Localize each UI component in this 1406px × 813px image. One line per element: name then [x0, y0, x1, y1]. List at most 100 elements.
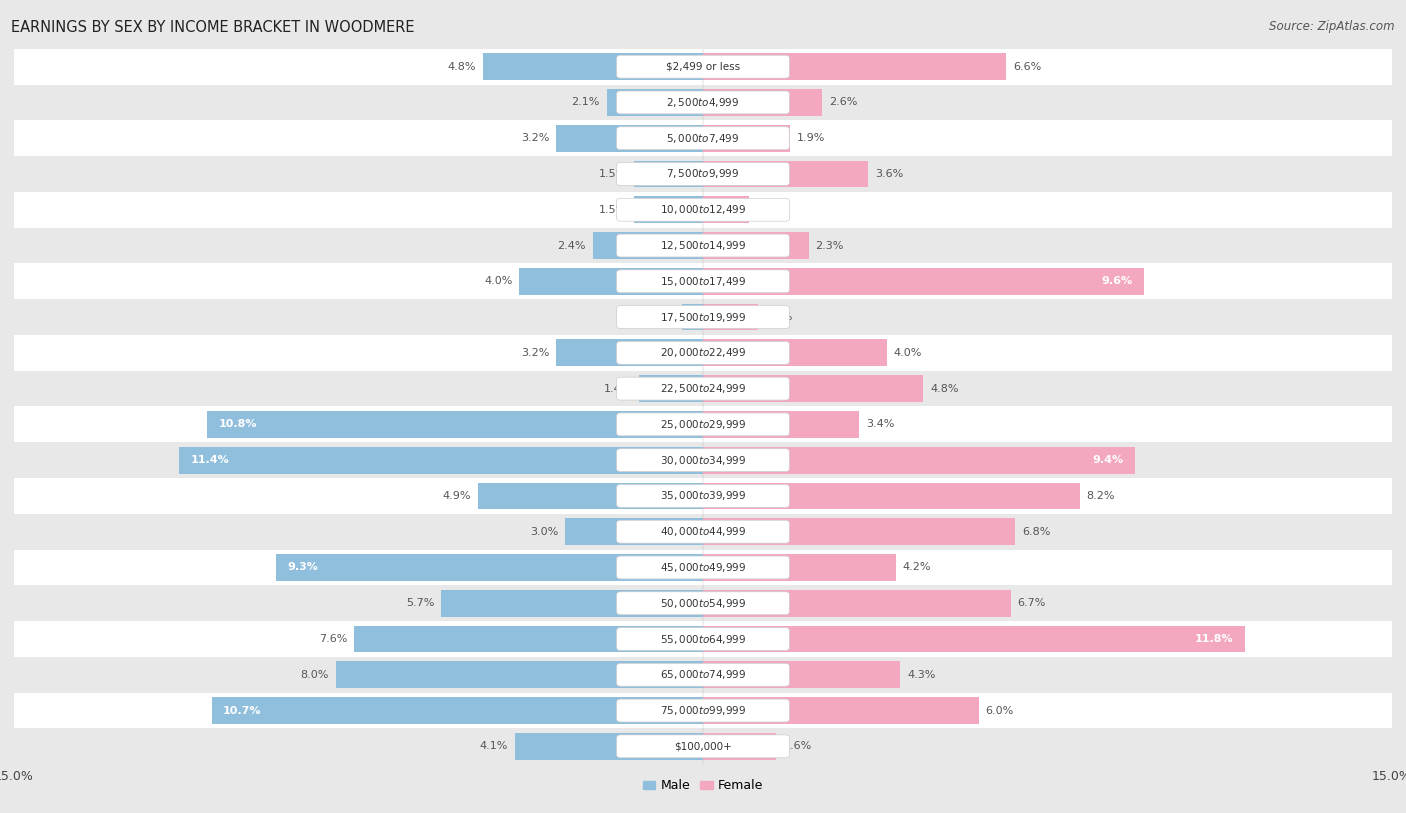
Text: $22,500 to $24,999: $22,500 to $24,999 [659, 382, 747, 395]
Text: $10,000 to $12,499: $10,000 to $12,499 [659, 203, 747, 216]
Bar [703, 125, 790, 152]
Bar [14, 406, 1392, 442]
Text: 6.8%: 6.8% [1022, 527, 1050, 537]
Text: 4.1%: 4.1% [479, 741, 508, 751]
Text: $55,000 to $64,999: $55,000 to $64,999 [659, 633, 747, 646]
FancyBboxPatch shape [617, 270, 789, 293]
Text: 4.0%: 4.0% [894, 348, 922, 358]
Bar [703, 161, 869, 188]
Bar [180, 447, 703, 473]
Bar [703, 447, 1135, 473]
Text: 2.4%: 2.4% [557, 241, 586, 250]
Bar [515, 733, 703, 759]
Bar [14, 621, 1392, 657]
FancyBboxPatch shape [617, 91, 789, 114]
FancyBboxPatch shape [617, 485, 789, 507]
Text: 3.4%: 3.4% [866, 420, 894, 429]
Text: $7,500 to $9,999: $7,500 to $9,999 [666, 167, 740, 180]
Bar [703, 340, 887, 366]
Text: 4.8%: 4.8% [931, 384, 959, 393]
Text: Source: ZipAtlas.com: Source: ZipAtlas.com [1270, 20, 1395, 33]
Text: 1.4%: 1.4% [603, 384, 631, 393]
Text: 1.0%: 1.0% [756, 205, 785, 215]
Bar [703, 376, 924, 402]
FancyBboxPatch shape [617, 520, 789, 543]
Text: $45,000 to $49,999: $45,000 to $49,999 [659, 561, 747, 574]
Text: 4.0%: 4.0% [484, 276, 512, 286]
Text: $50,000 to $54,999: $50,000 to $54,999 [659, 597, 747, 610]
Text: 9.6%: 9.6% [1101, 276, 1132, 286]
Text: 2.1%: 2.1% [571, 98, 599, 107]
Text: $5,000 to $7,499: $5,000 to $7,499 [666, 132, 740, 145]
Text: 3.6%: 3.6% [875, 169, 904, 179]
Bar [555, 125, 703, 152]
Text: $20,000 to $22,499: $20,000 to $22,499 [659, 346, 747, 359]
Bar [634, 161, 703, 188]
Text: 4.3%: 4.3% [907, 670, 936, 680]
Bar [703, 519, 1015, 546]
Bar [14, 120, 1392, 156]
Bar [482, 54, 703, 80]
Bar [703, 590, 1011, 616]
Bar [519, 268, 703, 295]
Bar [638, 376, 703, 402]
Text: 11.8%: 11.8% [1195, 634, 1233, 644]
Text: $65,000 to $74,999: $65,000 to $74,999 [659, 668, 747, 681]
Text: $75,000 to $99,999: $75,000 to $99,999 [659, 704, 747, 717]
FancyBboxPatch shape [617, 198, 789, 221]
Text: 1.5%: 1.5% [599, 169, 627, 179]
Bar [336, 661, 703, 688]
Bar [703, 54, 1007, 80]
Text: 5.7%: 5.7% [406, 598, 434, 608]
Bar [14, 85, 1392, 120]
Bar [703, 411, 859, 437]
Bar [14, 299, 1392, 335]
Bar [703, 482, 1080, 509]
Text: 4.8%: 4.8% [447, 62, 475, 72]
Text: 6.6%: 6.6% [1012, 62, 1042, 72]
Bar [14, 550, 1392, 585]
Bar [565, 519, 703, 546]
Bar [703, 733, 776, 759]
FancyBboxPatch shape [617, 55, 789, 78]
Text: 10.7%: 10.7% [224, 706, 262, 715]
Bar [703, 626, 1244, 652]
Text: 1.9%: 1.9% [797, 133, 825, 143]
Text: $2,499 or less: $2,499 or less [666, 62, 740, 72]
Bar [634, 197, 703, 224]
Bar [606, 89, 703, 116]
Bar [14, 442, 1392, 478]
Bar [211, 697, 703, 724]
Bar [14, 228, 1392, 263]
Legend: Male, Female: Male, Female [638, 774, 768, 798]
Text: 6.7%: 6.7% [1018, 598, 1046, 608]
Bar [14, 263, 1392, 299]
Text: 11.4%: 11.4% [191, 455, 229, 465]
Text: 3.0%: 3.0% [530, 527, 558, 537]
Text: 1.2%: 1.2% [765, 312, 793, 322]
Text: $30,000 to $34,999: $30,000 to $34,999 [659, 454, 747, 467]
FancyBboxPatch shape [617, 377, 789, 400]
Text: $12,500 to $14,999: $12,500 to $14,999 [659, 239, 747, 252]
Bar [14, 335, 1392, 371]
Bar [593, 233, 703, 259]
FancyBboxPatch shape [617, 127, 789, 150]
Bar [703, 89, 823, 116]
Text: 1.6%: 1.6% [783, 741, 811, 751]
FancyBboxPatch shape [617, 413, 789, 436]
Bar [207, 411, 703, 437]
Bar [703, 304, 758, 331]
Bar [14, 49, 1392, 85]
Text: 3.2%: 3.2% [520, 348, 550, 358]
Bar [703, 661, 900, 688]
Text: $2,500 to $4,999: $2,500 to $4,999 [666, 96, 740, 109]
Text: 2.6%: 2.6% [830, 98, 858, 107]
Text: 10.8%: 10.8% [218, 420, 257, 429]
Bar [682, 304, 703, 331]
Text: $100,000+: $100,000+ [673, 741, 733, 751]
Bar [441, 590, 703, 616]
Text: 0.46%: 0.46% [640, 312, 675, 322]
FancyBboxPatch shape [617, 306, 789, 328]
FancyBboxPatch shape [617, 163, 789, 185]
Text: $35,000 to $39,999: $35,000 to $39,999 [659, 489, 747, 502]
